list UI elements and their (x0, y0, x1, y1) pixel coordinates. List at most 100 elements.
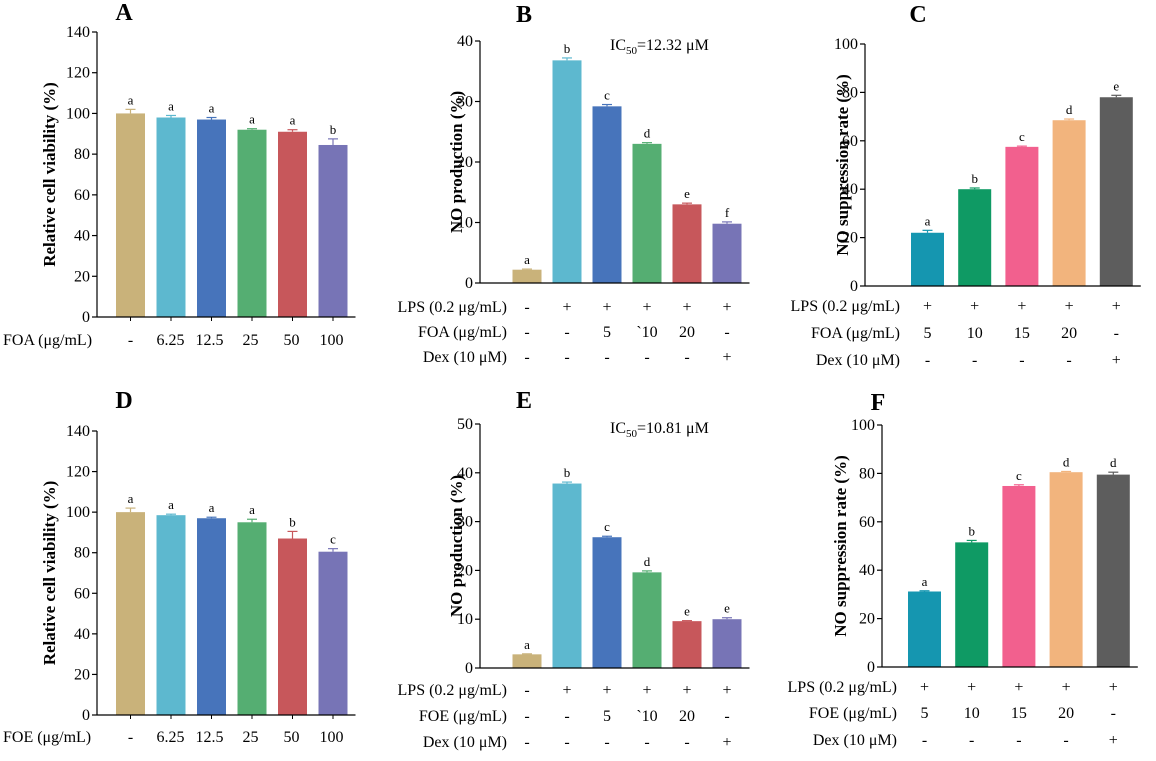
significance-letter: a (209, 101, 215, 116)
significance-letter: e (684, 186, 690, 201)
bar (318, 551, 348, 715)
significance-letter: a (922, 574, 928, 589)
y-tick-label: 0 (82, 707, 90, 724)
condition-value: - (604, 734, 609, 751)
y-axis-label: NO suppression rate (%) (833, 74, 852, 256)
significance-letter: a (249, 502, 255, 517)
y-tick-label: 40 (457, 465, 473, 482)
y-tick-label: 0 (867, 659, 875, 676)
significance-letter: c (1016, 468, 1022, 483)
condition-value: 10 (964, 705, 980, 722)
condition-value: - (564, 324, 569, 341)
y-tick-label: 80 (74, 545, 90, 562)
bar (197, 119, 226, 318)
bar (672, 621, 702, 668)
condition-value: 6.25 (157, 729, 185, 746)
y-tick-label: 100 (66, 105, 90, 122)
significance-letter: a (209, 500, 215, 515)
condition-value: - (524, 324, 529, 341)
panel-letter: F (871, 390, 886, 416)
panel-letter: A (115, 0, 133, 26)
significance-letter: c (604, 519, 610, 534)
chart-panel-d: D Relative cell viability (%) a a a a b c 0 20 40 6… (3, 388, 356, 746)
y-tick-label: 140 (66, 24, 90, 41)
condition-value: + (1109, 679, 1118, 696)
ic50-subscript: 50 (626, 428, 638, 440)
significance-letter: d (644, 126, 651, 141)
bar (552, 483, 582, 668)
condition-value: + (970, 298, 979, 315)
bar (632, 143, 662, 283)
y-tick-label: 20 (457, 562, 473, 579)
ic50-value: =12.32 μM (637, 37, 709, 54)
y-tick-label: 20 (842, 230, 858, 247)
condition-value: + (602, 682, 611, 699)
condition-value: - (604, 349, 609, 366)
condition-value: - (724, 708, 729, 725)
condition-value: 25 (243, 332, 259, 349)
significance-letter: e (1113, 78, 1119, 93)
condition-value: + (642, 299, 651, 316)
y-tick-label: 0 (465, 275, 473, 292)
condition-value: 5 (924, 325, 932, 342)
bar (512, 269, 542, 283)
y-tick-label: 30 (457, 94, 473, 111)
condition-value: 20 (679, 324, 695, 341)
condition-value: - (972, 352, 977, 369)
significance-letter: a (128, 92, 134, 107)
bar (552, 60, 582, 283)
y-tick-label: 20 (74, 666, 90, 683)
y-tick-label: 120 (66, 65, 90, 82)
condition-label: FOA (μg/mL) (811, 325, 900, 342)
bar (1099, 97, 1133, 287)
condition-value: - (1114, 325, 1119, 342)
significance-letter: c (1019, 129, 1025, 144)
y-tick-label: 0 (82, 309, 90, 326)
y-tick-label: 60 (74, 585, 90, 602)
bar (156, 515, 186, 715)
condition-value: + (1017, 298, 1026, 315)
condition-value: 12.5 (196, 332, 224, 349)
bar (955, 542, 989, 667)
condition-value: `10 (636, 324, 657, 341)
y-axis-label: Relative cell viability (%) (40, 481, 59, 666)
y-tick-label: 80 (842, 84, 858, 101)
condition-value: + (722, 349, 731, 366)
bar (1096, 474, 1130, 667)
significance-letter: a (524, 252, 530, 267)
condition-value: - (925, 352, 930, 369)
bar (237, 129, 267, 317)
panel-letter: C (909, 2, 926, 28)
y-tick-label: 10 (457, 611, 473, 628)
condition-value: 15 (1011, 705, 1027, 722)
bar (958, 189, 992, 286)
significance-letter: d (1066, 102, 1073, 117)
condition-value: - (128, 332, 133, 349)
condition-value: - (1066, 352, 1071, 369)
y-tick-label: 40 (457, 33, 473, 50)
condition-value: - (922, 732, 927, 749)
y-tick-label: 20 (859, 611, 875, 628)
y-axis-label: Relative cell viability (%) (40, 82, 59, 267)
ic50-label: IC50=10.81 μM (610, 420, 709, 440)
significance-letter: b (564, 465, 571, 480)
condition-value: + (602, 299, 611, 316)
significance-letter: b (968, 523, 975, 538)
condition-value: - (1063, 732, 1068, 749)
significance-letter: b (330, 122, 337, 137)
bar (632, 572, 662, 668)
condition-value: + (722, 299, 731, 316)
bar (318, 144, 348, 317)
condition-value: - (724, 324, 729, 341)
condition-value: - (564, 349, 569, 366)
condition-label: Dex (10 μM) (423, 734, 507, 751)
condition-value: - (969, 732, 974, 749)
bar (512, 654, 542, 668)
condition-value: 5 (603, 708, 611, 725)
condition-value: + (722, 682, 731, 699)
condition-value: + (722, 734, 731, 751)
condition-label: Dex (10 μM) (816, 352, 900, 369)
condition-value: 20 (1061, 325, 1077, 342)
condition-value: + (920, 679, 929, 696)
significance-letter: d (644, 554, 651, 569)
